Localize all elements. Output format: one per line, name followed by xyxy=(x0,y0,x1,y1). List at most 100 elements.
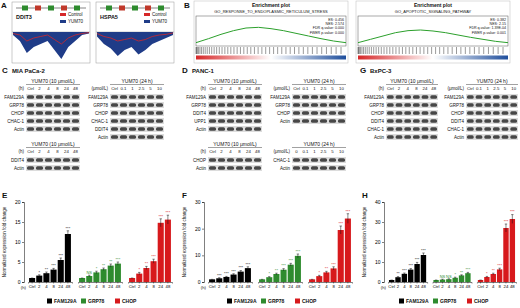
blot-strip xyxy=(208,102,262,108)
significance: *** xyxy=(296,249,301,254)
blot-strip xyxy=(386,94,438,100)
plot-title: GO_APOPTOTIC_SIGNALING_PATHWAY xyxy=(395,9,472,14)
lane-label: 1 xyxy=(486,86,489,91)
blot-band xyxy=(245,166,252,170)
tick: 24 xyxy=(504,282,509,289)
row-label: FAM129A xyxy=(88,95,108,100)
significance: NS xyxy=(86,270,92,275)
hit-tick xyxy=(456,47,457,54)
panel-letter: C xyxy=(2,66,8,75)
blot-band xyxy=(254,95,261,99)
blot-band xyxy=(63,95,70,99)
hit-tick xyxy=(214,47,215,54)
blot-band xyxy=(404,127,411,131)
blot-band xyxy=(138,95,145,99)
lane-label: 0 xyxy=(295,149,298,154)
lane-label: Ctrl xyxy=(293,86,300,91)
exon xyxy=(61,6,67,11)
x-axis: Ctrl2482448 xyxy=(79,282,123,289)
tick-mark xyxy=(22,202,24,203)
tick-label: 30 xyxy=(195,199,201,205)
blot-band xyxy=(138,135,145,139)
blot-strip xyxy=(466,118,518,124)
error-bar xyxy=(145,266,147,269)
row-label: DDIT4 xyxy=(451,119,464,124)
blot-band xyxy=(236,158,243,162)
plot-heading: Enrichment plot xyxy=(252,2,290,8)
blot-band xyxy=(36,95,43,99)
blot-band xyxy=(502,135,509,139)
blot-band xyxy=(430,127,437,131)
bar xyxy=(503,228,508,282)
bars xyxy=(209,214,351,282)
lane-unit: (μmol/L) xyxy=(273,86,290,91)
figure: ADDIT3ControlYUM70HSPA5ControlYUM70BEnri… xyxy=(0,0,520,308)
header-underline xyxy=(208,84,262,85)
hit-tick xyxy=(196,47,197,54)
hit-tick xyxy=(474,47,475,54)
blot-header: YUM70 (24 h) xyxy=(303,141,334,147)
hit-tick xyxy=(443,47,444,54)
blot-band xyxy=(209,95,216,99)
tick: 2 xyxy=(88,282,91,289)
blot-band xyxy=(293,119,300,123)
blot-band xyxy=(510,95,517,99)
blot-band xyxy=(329,166,336,170)
blot-band xyxy=(45,166,52,170)
row-label: UPP1 xyxy=(194,119,206,124)
blot-band xyxy=(120,135,127,139)
blot-band xyxy=(484,127,491,131)
row-label: Actin xyxy=(280,166,291,171)
blot-band xyxy=(396,127,403,131)
lane-label: 8 xyxy=(238,149,241,154)
blot-band xyxy=(227,95,234,99)
coverage-area xyxy=(13,32,89,59)
hit-tick xyxy=(285,47,286,54)
lane-label: 1 xyxy=(313,149,316,154)
blot-band xyxy=(254,119,261,123)
bar xyxy=(478,280,483,282)
blot-band xyxy=(404,103,411,107)
exon xyxy=(119,6,125,11)
lane-label: 24 xyxy=(64,86,69,91)
lane-label: Ctrl xyxy=(209,86,216,91)
tick-label: 24 xyxy=(288,284,293,289)
blot-band xyxy=(129,135,136,139)
legend-label: CHOP xyxy=(474,298,489,304)
blot-band xyxy=(311,103,318,107)
hit-tick xyxy=(207,47,208,54)
hit-tick xyxy=(209,47,210,54)
error-bar xyxy=(340,226,342,234)
error-bar xyxy=(511,215,513,224)
blot-band xyxy=(236,111,243,115)
hit-tick xyxy=(365,47,366,54)
hit-tick xyxy=(416,47,417,54)
error-bar xyxy=(467,272,469,274)
blot-band xyxy=(245,95,252,99)
blot-band xyxy=(129,127,136,131)
tick-label: 2 xyxy=(318,284,321,289)
blot-band xyxy=(329,103,336,107)
x-unit: (h) xyxy=(381,285,387,290)
error-bar xyxy=(138,272,140,274)
blot-band xyxy=(236,127,243,131)
blot-band xyxy=(510,119,517,123)
tick-label: 10 xyxy=(15,239,21,245)
hit-tick xyxy=(427,47,428,54)
tick: 2 xyxy=(218,282,221,289)
blot-band xyxy=(156,95,163,99)
tick-label: 2 xyxy=(138,284,141,289)
hit-tick xyxy=(298,47,299,54)
hit-tick xyxy=(258,47,259,54)
significance: ** xyxy=(45,267,49,272)
x-axis: Ctrl2482448 xyxy=(129,282,173,289)
blot-band xyxy=(302,158,309,162)
tick: 4 xyxy=(225,282,228,289)
blot-strip xyxy=(208,110,262,116)
lane-label: 10 xyxy=(339,86,344,91)
significance: ** xyxy=(275,268,279,273)
hit-tick xyxy=(371,47,372,54)
tick: 8 xyxy=(498,282,501,289)
legend-label: Control xyxy=(68,12,83,17)
tick-label: 48 xyxy=(165,284,170,289)
